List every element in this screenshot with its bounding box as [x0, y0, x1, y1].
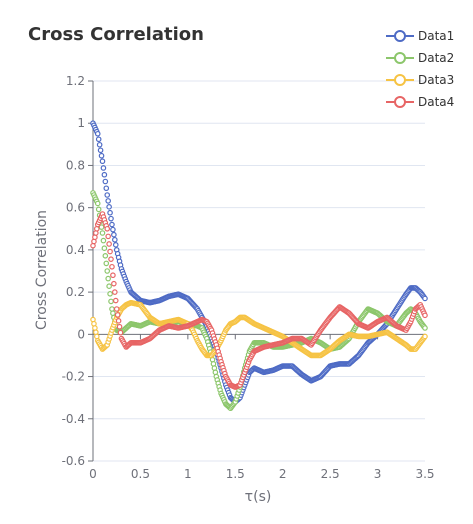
data-point [117, 329, 124, 336]
x-tick-label: 0 [89, 467, 97, 481]
x-tick-label: 2 [279, 467, 287, 481]
data-point [105, 198, 111, 204]
series-data1 [90, 120, 428, 405]
y-tick-label: 0.6 [66, 201, 85, 215]
x-tick-label: 2.5 [321, 467, 340, 481]
data-point [99, 158, 106, 165]
legend-label: Data3 [418, 73, 454, 87]
y-tick-label: -0.2 [62, 370, 85, 384]
data-point [96, 141, 103, 148]
legend[interactable]: Data1 Data2 Data3 Data4 [386, 29, 454, 109]
legend-marker-icon [394, 96, 406, 108]
y-tick-label: 0 [77, 327, 85, 341]
data-point [110, 226, 116, 233]
y-tick-label: -0.6 [62, 454, 85, 468]
data-point [104, 225, 111, 232]
data-point [98, 224, 105, 230]
y-axis-label: Cross Correlation [34, 210, 50, 330]
data-point [105, 275, 111, 282]
data-point [113, 306, 120, 312]
legend-marker-icon [394, 30, 406, 42]
data-point [95, 206, 102, 213]
y-tick-label: 1 [77, 116, 85, 130]
chart-title: Cross Correlation [28, 24, 204, 45]
data-point [422, 333, 428, 340]
data-point [112, 236, 118, 243]
data-point [94, 200, 101, 207]
x-tick-label: 0.5 [131, 467, 150, 481]
data-point [97, 147, 104, 154]
y-tick-label: -0.4 [62, 412, 85, 426]
legend-marker-icon [394, 74, 406, 86]
data-point [116, 323, 123, 330]
legend-item-data2[interactable]: Data2 [386, 51, 454, 65]
data-point [104, 192, 111, 198]
data-point [101, 171, 108, 178]
grid-lines [93, 80, 425, 462]
data-point [101, 245, 108, 252]
data-point [100, 165, 107, 171]
data-point [109, 221, 115, 228]
data-point [104, 268, 111, 274]
data-point [107, 290, 113, 297]
data-point [98, 152, 105, 159]
x-tick-label: 1.5 [226, 467, 245, 481]
data-point [106, 241, 112, 247]
data-point [102, 178, 109, 185]
legend-item-data4[interactable]: Data4 [386, 95, 454, 109]
axes: -0.6 -0.4 -0.2 0 0.2 0.4 0.6 0.8 1 1.2 0 0.5 1 1.5 2 2.… [62, 74, 435, 481]
x-tick-label: 3.5 [415, 467, 434, 481]
data-point [94, 130, 101, 137]
data-point [422, 312, 428, 319]
data-point [107, 209, 113, 216]
series-data4 [90, 211, 428, 390]
data-point [106, 204, 112, 210]
data-point [114, 312, 121, 318]
data-point [422, 325, 428, 331]
data-point [95, 136, 102, 143]
data-point [112, 242, 119, 248]
data-point [106, 283, 112, 290]
data-point [100, 237, 107, 244]
legend-marker-icon [394, 52, 406, 64]
x-axis-label: τ(s) [245, 489, 272, 505]
legend-label: Data4 [418, 95, 454, 109]
data-point [108, 298, 114, 305]
legend-label: Data2 [418, 51, 454, 65]
data-point [422, 295, 428, 302]
data-point [110, 272, 116, 279]
data-point [115, 318, 122, 324]
y-tick-label: 0.2 [66, 285, 85, 299]
y-tick-label: 0.8 [66, 158, 85, 172]
data-point [109, 263, 115, 270]
legend-item-data1[interactable]: Data1 [386, 29, 454, 43]
data-point [103, 185, 110, 192]
data-point [107, 248, 113, 255]
data-point [112, 297, 119, 304]
legend-label: Data1 [418, 29, 454, 43]
x-tick-label: 3 [374, 467, 382, 481]
series-data3 [90, 299, 428, 359]
data-point [111, 231, 117, 238]
series-layer [90, 120, 428, 412]
data-point [105, 233, 111, 240]
data-point [111, 280, 117, 287]
data-point [108, 215, 114, 222]
legend-item-data3[interactable]: Data3 [386, 73, 454, 87]
y-tick-label: 1.2 [66, 74, 85, 88]
y-tick-label: 0.4 [66, 243, 85, 257]
data-point [99, 230, 106, 236]
data-point [103, 260, 110, 267]
data-point [112, 289, 118, 295]
x-tick-label: 1 [184, 467, 192, 481]
data-point [108, 256, 114, 262]
data-point [102, 253, 109, 259]
